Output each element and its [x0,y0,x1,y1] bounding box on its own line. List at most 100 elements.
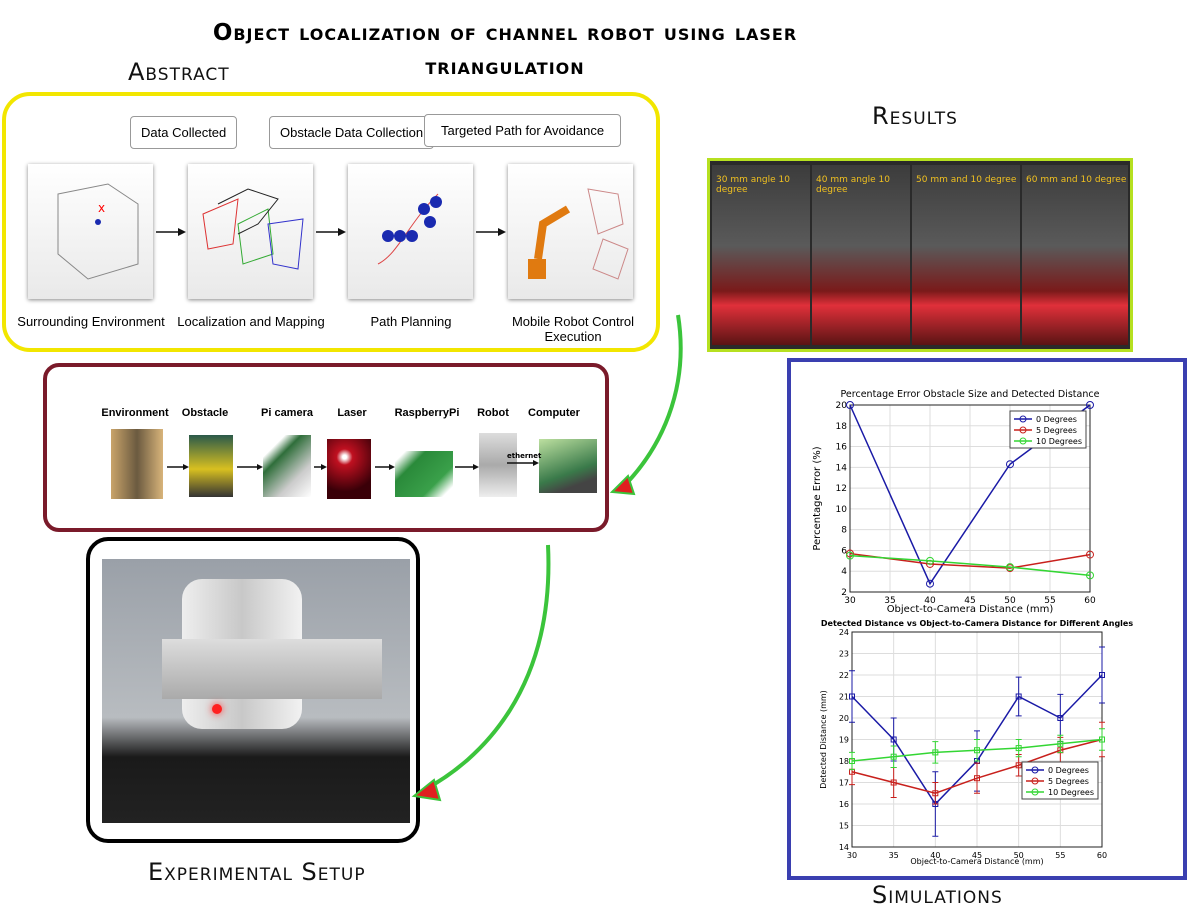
stage-image: x [28,164,153,299]
y-tick-label: 19 [839,736,849,745]
series-line [849,554,1091,577]
stage-label: Localization and Mapping [177,314,325,329]
x-tick-label: 40 [924,596,936,606]
point [1015,762,1022,769]
point [890,736,897,743]
point [974,775,980,782]
point [1086,401,1094,409]
stage-sketch: x [57,183,139,280]
point [846,551,854,560]
y-tick-label: 20 [836,401,848,411]
hardware-label: Environment [101,407,169,419]
x-tick-label: 45 [964,596,975,606]
hardware-label: Pi camera [261,407,313,419]
heading: Results [872,102,958,130]
x-axis-label: Object-to-Camera Distance (mm) [887,604,1054,615]
photo-caption: 40 mm angle 10 degree [816,175,890,195]
simulations-box [787,358,1187,880]
results-box: 30 mm angle 10 degree 40 mm angle 10 deg… [707,158,1133,352]
hardware-image [479,433,517,497]
error-bar [849,751,855,771]
error-bar [932,782,939,805]
x-tick-label: 60 [1097,851,1107,860]
x-tick-label: 40 [930,851,940,860]
photo-caption: 50 mm and 10 degree [916,175,1017,185]
legend-marker [1031,788,1039,796]
chart-title: Detected Distance vs Object-to-Camera Di… [821,619,1133,628]
legend-label: 0 Degrees [1048,766,1089,775]
point [890,753,897,760]
error-bar [1015,739,1022,758]
legend-marker [1019,426,1027,434]
hardware-image [111,429,163,499]
legend-marker [1019,437,1027,445]
stage-label: Surrounding Environment [17,314,165,329]
point [1006,460,1014,469]
link-label: ethernet [507,452,542,460]
hardware-label: Laser [337,407,367,419]
legend-label: 10 Degrees [1048,788,1094,797]
y-tick-label: 24 [839,628,849,637]
error-bar [849,670,855,723]
y-tick-label: 14 [839,843,849,852]
chart: 14 15 16 17 18 19 20 21 22 23 24 30 35 40 45 50 55 60 Dete… [819,619,1133,866]
hardware-image [263,435,311,497]
x-tick-label: 30 [844,596,856,606]
point [1057,715,1064,721]
legend-label: 10 Degrees [1036,437,1082,446]
hardware-label: Computer [528,407,580,419]
hardware-arrows [167,460,539,470]
y-tick-label: 14 [836,463,848,473]
chart-title: Percentage Error Obstacle Size and Detec… [841,389,1100,400]
heading: Experimental Setup [148,858,366,886]
point [932,790,939,797]
step-label: Data Collected [130,116,238,149]
y-tick-label: 4 [841,567,847,577]
stage-sketch [202,188,304,270]
point [849,758,855,764]
stage-arrows [156,228,506,236]
x-tick-label: 60 [1084,596,1096,606]
hardware-image [327,439,371,499]
hardware-label: Obstacle [181,407,229,419]
legend-marker [1019,415,1027,423]
point [1099,736,1105,743]
point [1099,672,1105,678]
abstract-box: Data Collected Obstacle Data Collection … [2,92,660,352]
setup-box [86,537,420,843]
stage-sketch [377,193,442,265]
y-tick-label: 17 [839,779,849,788]
chart: 2 4 6 8 10 12 14 16 18 20 30 35 40 45 50 55 60 Percentage… [812,389,1100,615]
x-tick-label: 55 [1055,851,1065,860]
hardware-image [539,439,597,493]
svg-text:x: x [98,201,105,215]
hardware-image [395,451,453,497]
y-tick-label: 10 [836,505,848,515]
point [1015,745,1022,752]
y-tick-label: 23 [839,650,849,659]
y-axis-label: Percentage Error (%) [812,446,823,550]
hardware-box: Environment Obstacle Pi camera Laser Ras… [43,363,609,532]
y-tick-label: 21 [839,693,849,702]
step-label: Targeted Path for Avoidance [424,114,622,147]
setup-photo [102,559,410,823]
point [890,779,897,786]
stage-sketch [528,188,629,280]
legend-label: 5 Degrees [1036,426,1077,435]
laser-mount [162,639,382,699]
stage-image [188,164,313,299]
point [1015,693,1022,700]
x-tick-label: 50 [1014,851,1024,860]
error-bar [1057,734,1064,753]
y-axis-label: Detected Distance (mm) [819,690,828,789]
legend-label: 0 Degrees [1036,415,1077,424]
y-tick-label: 16 [836,443,848,453]
y-tick-label: 15 [839,822,849,831]
error-bar [1099,646,1105,704]
point [1057,740,1064,747]
y-tick-label: 8 [841,526,847,536]
point [1006,563,1014,572]
plot-frame [849,404,1091,593]
point [1086,571,1094,580]
step-label: Obstacle Data Collection [269,116,435,149]
